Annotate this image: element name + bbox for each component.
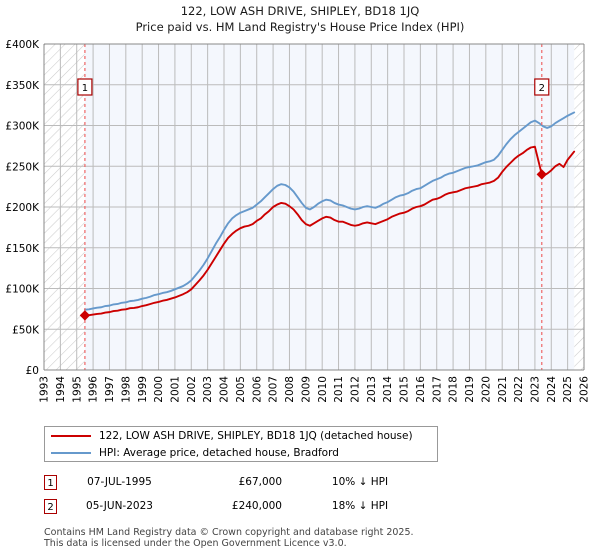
footer-line-2: This data is licensed under the Open Gov… <box>44 538 347 549</box>
y-axis-labels: £0 £50K £100K £150K £200K £250K £300K £350K £400… <box>5 39 40 377</box>
svg-text:2022: 2022 <box>513 376 525 403</box>
chart-title: 122, LOW ASH DRIVE, SHIPLEY, BD18 1JQ <box>180 4 420 18</box>
attribution-footer: Contains HM Land Registry data © Crown c… <box>44 527 584 549</box>
svg-text:£400K: £400K <box>5 39 40 51</box>
svg-text:2009: 2009 <box>300 376 312 403</box>
legend-label-hpi: HPI: Average price, detached house, Brad… <box>99 446 339 459</box>
x-axis-labels: 1993 1994 1995 1996 1997 1998 1999 2000 2001 2002… <box>39 376 591 403</box>
legend-swatch-hpi <box>51 451 91 454</box>
chart-legend: 122, LOW ASH DRIVE, SHIPLEY, BD18 1JQ (d… <box>44 426 438 462</box>
transactions-table: 1 07-JUL-1995 £67,000 10% ↓ HPI 2 05-JUN… <box>44 470 464 518</box>
svg-text:2001: 2001 <box>170 376 182 403</box>
svg-text:1999: 1999 <box>137 376 149 403</box>
svg-text:2017: 2017 <box>431 376 443 403</box>
svg-text:2018: 2018 <box>448 376 460 403</box>
footer-line-1: Contains HM Land Registry data © Crown c… <box>44 527 414 538</box>
svg-text:2004: 2004 <box>219 376 231 403</box>
data-series <box>83 111 576 317</box>
svg-text:2007: 2007 <box>268 376 280 403</box>
svg-text:2026: 2026 <box>579 376 591 403</box>
svg-text:1: 1 <box>82 83 88 94</box>
svg-text:£300K: £300K <box>5 121 40 133</box>
txn-price-1: £67,000 <box>238 476 282 488</box>
svg-text:2014: 2014 <box>382 376 394 403</box>
chart-subtitle: Price paid vs. HM Land Registry's House … <box>135 20 465 34</box>
txn-price-2: £240,000 <box>231 500 282 512</box>
svg-text:2000: 2000 <box>153 376 165 403</box>
svg-text:2008: 2008 <box>284 376 296 403</box>
svg-text:2002: 2002 <box>186 376 198 403</box>
legend-label-property: 122, LOW ASH DRIVE, SHIPLEY, BD18 1JQ (d… <box>99 429 413 442</box>
legend-swatch-property <box>51 434 91 437</box>
svg-text:£250K: £250K <box>5 161 40 173</box>
svg-text:£150K: £150K <box>5 243 40 255</box>
svg-text:2011: 2011 <box>333 376 345 403</box>
svg-text:1994: 1994 <box>55 376 67 403</box>
svg-text:2006: 2006 <box>251 376 263 403</box>
txn-date-1: 07-JUL-1995 <box>87 476 152 488</box>
svg-text:1993: 1993 <box>39 376 51 403</box>
table-row: 1 07-JUL-1995 £67,000 10% ↓ HPI <box>44 470 464 494</box>
svg-text:£0: £0 <box>26 365 39 377</box>
svg-text:2005: 2005 <box>235 376 247 403</box>
svg-text:2021: 2021 <box>497 376 509 403</box>
axis-lines <box>43 43 585 371</box>
table-row: 2 05-JUN-2023 £240,000 18% ↓ HPI <box>44 494 464 518</box>
svg-text:1997: 1997 <box>104 376 116 403</box>
svg-text:2024: 2024 <box>546 376 558 403</box>
svg-text:£350K: £350K <box>5 80 40 92</box>
svg-text:2012: 2012 <box>350 376 362 403</box>
svg-text:2019: 2019 <box>464 376 476 403</box>
svg-text:2015: 2015 <box>399 376 411 403</box>
svg-text:£200K: £200K <box>5 202 40 214</box>
price-history-plot: £0 £50K £100K £150K £200K £250K £300K £350K £400… <box>5 39 591 403</box>
svg-text:2020: 2020 <box>480 376 492 403</box>
svg-text:1995: 1995 <box>71 376 83 403</box>
txn-marker-badge-2: 2 <box>44 498 57 514</box>
legend-item-hpi: HPI: Average price, detached house, Brad… <box>45 444 437 461</box>
page-title: 122, LOW ASH DRIVE, SHIPLEY, BD18 1JQ Pr… <box>0 3 600 35</box>
svg-text:2013: 2013 <box>366 376 378 403</box>
txn-date-2: 05-JUN-2023 <box>86 500 153 512</box>
svg-text:2: 2 <box>539 83 545 94</box>
svg-text:£50K: £50K <box>12 324 40 336</box>
txn-delta-1: 10% ↓ HPI <box>331 476 389 488</box>
svg-text:2010: 2010 <box>317 376 329 403</box>
svg-text:1996: 1996 <box>88 376 100 403</box>
txn-delta-2: 18% ↓ HPI <box>331 500 389 512</box>
svg-text:2016: 2016 <box>415 376 427 403</box>
txn-marker-badge-1: 1 <box>44 474 57 490</box>
svg-text:£100K: £100K <box>5 284 40 296</box>
svg-text:2023: 2023 <box>530 376 542 403</box>
legend-item-property: 122, LOW ASH DRIVE, SHIPLEY, BD18 1JQ (d… <box>45 427 437 444</box>
svg-text:2003: 2003 <box>202 376 214 403</box>
svg-text:2025: 2025 <box>562 376 574 403</box>
svg-text:1998: 1998 <box>120 376 132 403</box>
